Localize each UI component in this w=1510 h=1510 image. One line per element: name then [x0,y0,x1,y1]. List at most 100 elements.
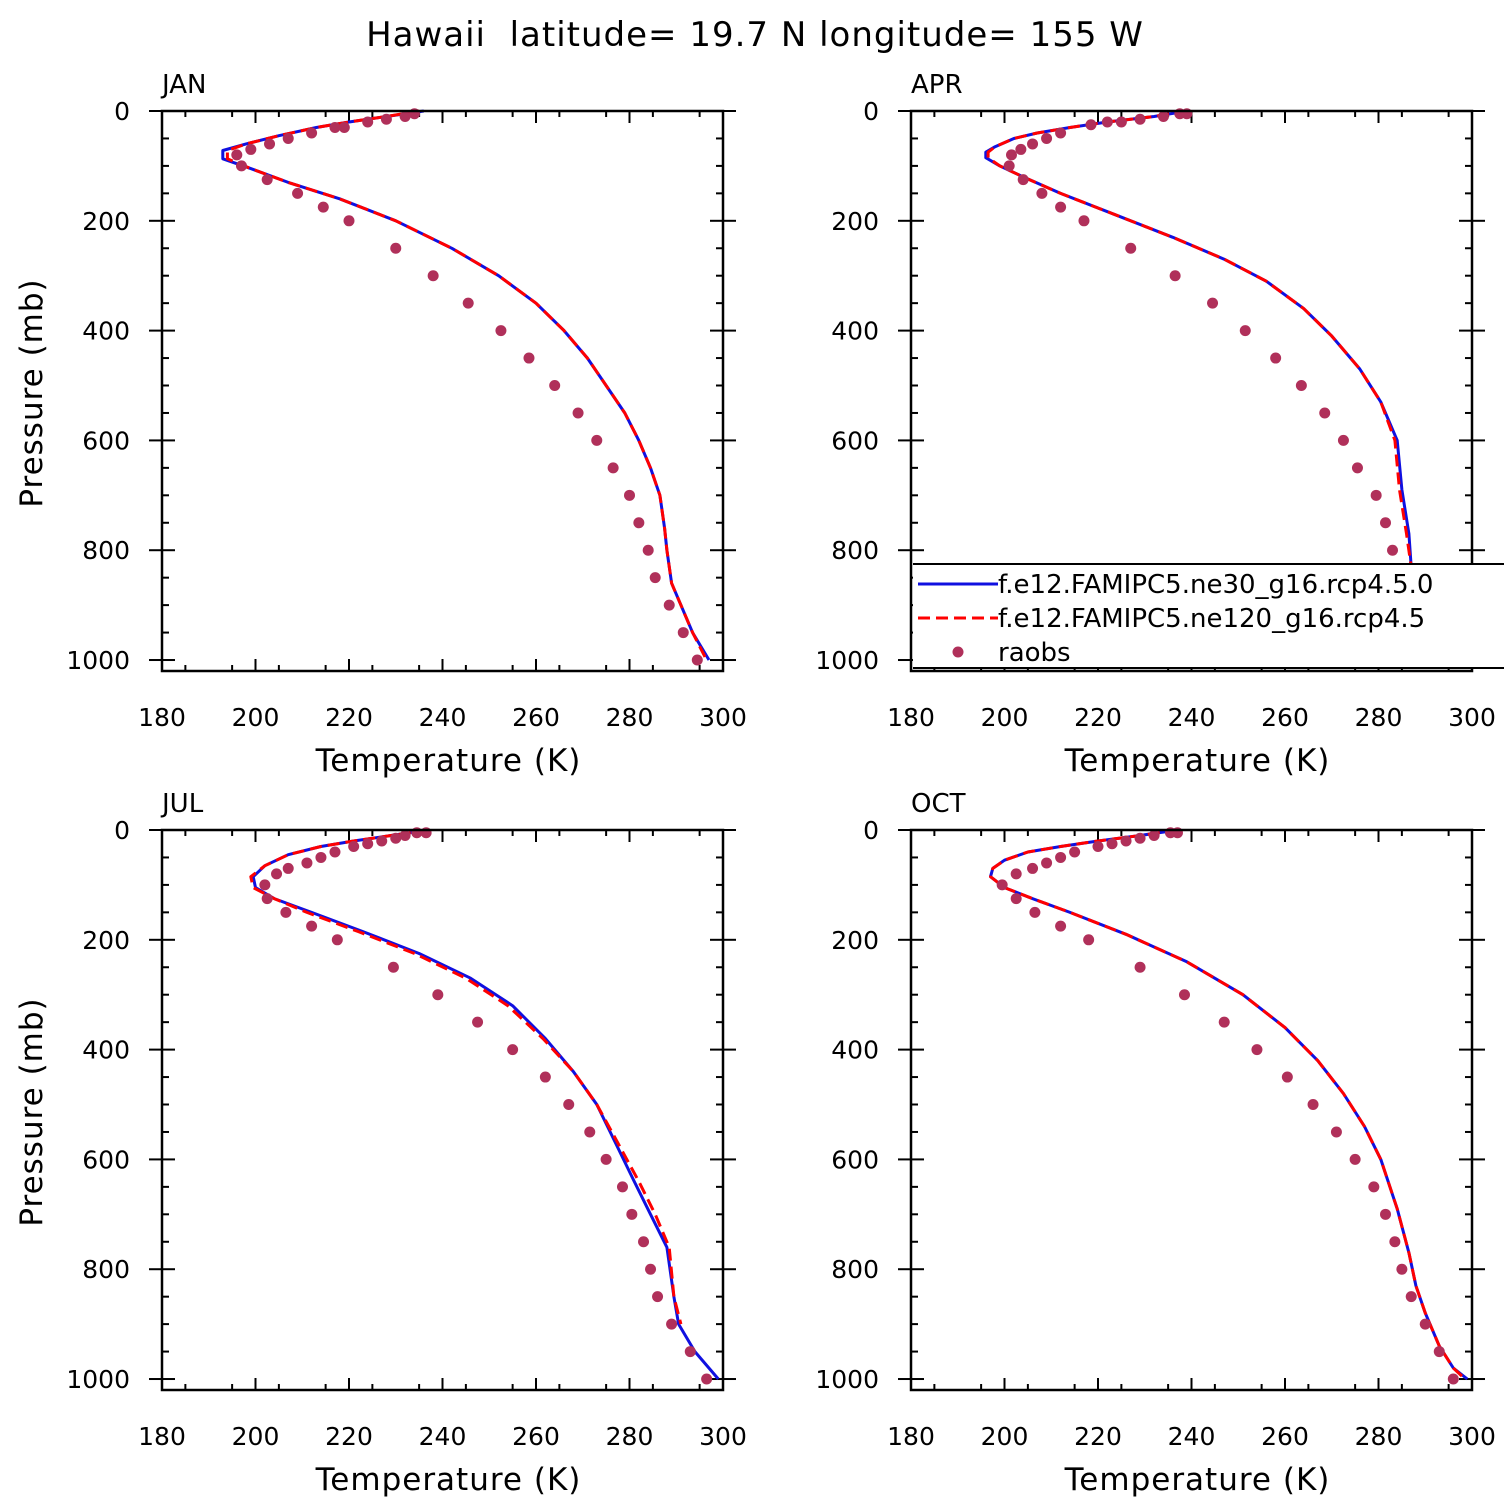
raobs-point [638,1236,650,1248]
raobs-point [306,920,318,932]
x-tick-label: 300 [1448,1422,1496,1451]
raobs-point [701,1373,713,1385]
raobs-point [572,407,584,419]
raobs-point [1006,149,1018,161]
x-tick-label: 240 [1168,1422,1216,1451]
y-tick-label: 1000 [66,1365,130,1394]
x-tick-label: 200 [232,1422,280,1451]
x-tick-label: 240 [419,703,467,732]
x-tick-label: 180 [887,1422,935,1451]
raobs-point [1029,906,1041,918]
raobs-point [616,1181,628,1193]
raobs-point [261,174,273,186]
raobs-point [1003,160,1015,172]
y-tick-label: 0 [863,816,879,845]
y-tick-label: 200 [831,207,879,236]
x-tick-label: 260 [512,1422,560,1451]
series-line-ne30 [989,828,1469,1381]
raobs-point [1387,544,1399,556]
y-tick-label: 0 [114,97,130,126]
series-line-ne30 [984,109,1460,661]
legend-background [913,564,1504,668]
y-tick-label: 800 [831,536,879,565]
panel-oct: OCT 180 200 220 240 260 280 300 0 200 400 600 800 100… [815,789,1495,1498]
raobs-point [691,654,703,666]
raobs-point [507,1044,519,1056]
legend-marker-raobs [952,646,964,658]
raobs-point [607,462,619,474]
raobs-point [315,851,327,863]
raobs-point [539,1071,551,1083]
x-axis-label: Temperature (K) [1064,743,1331,779]
raobs-point [432,989,444,1001]
raobs-point [1447,1373,1459,1385]
series-line-ne120 [989,828,1467,1381]
y-tick-label: 600 [831,426,879,455]
raobs-point [495,325,507,337]
x-tick-label: 180 [887,703,935,732]
raobs-point [376,835,388,847]
x-tick-label: 300 [1448,703,1496,732]
raobs-point [626,1208,638,1220]
raobs-point [1125,242,1137,254]
y-tick-label: 0 [114,816,130,845]
plot-frame [909,109,1474,673]
raobs-point [1380,517,1392,529]
y-tick-label: 1000 [815,1365,879,1394]
raobs-point [1115,116,1127,128]
raobs-point [1433,1346,1445,1358]
y-tick-label: 600 [82,1145,130,1174]
raobs-point [399,829,411,841]
raobs-point [1010,893,1022,905]
raobs-point [1389,1236,1401,1248]
raobs-point [591,434,603,446]
raobs-point [1055,920,1067,932]
raobs-point [1218,1016,1230,1028]
x-tick-label: 220 [1074,703,1122,732]
raobs-point [264,138,276,150]
raobs-point [1330,1126,1342,1138]
panel-label: OCT [911,789,966,819]
x-tick-label: 260 [1261,703,1309,732]
raobs-point [231,149,243,161]
raobs-point [645,1263,657,1275]
raobs-point [399,110,411,122]
x-tick-label: 260 [512,703,560,732]
x-tick-label: 200 [981,1422,1029,1451]
y-tick-label: 200 [82,926,130,955]
raobs-point [1015,143,1027,155]
raobs-point [362,116,374,128]
raobs-point [1010,868,1022,880]
x-tick-label: 280 [606,703,654,732]
x-tick-label: 220 [325,1422,373,1451]
raobs-point [390,832,402,844]
panel-label: JAN [160,70,206,100]
raobs-point [261,893,273,905]
raobs-point [282,862,294,874]
raobs-point [1148,829,1160,841]
raobs-point [1027,862,1039,874]
series-line-ne120 [986,109,1457,661]
y-tick-label: 1000 [815,646,879,675]
y-tick-label: 400 [82,1036,130,1065]
x-tick-label: 300 [699,703,747,732]
plot-frame [160,109,725,673]
raobs-point [1134,113,1146,125]
raobs-point [1085,119,1097,131]
series-line-ne120 [225,109,708,661]
x-tick-label: 280 [606,1422,654,1451]
raobs-point [1307,1099,1319,1111]
raobs-point [1251,1044,1263,1056]
raobs-point [390,242,402,254]
raobs-point [1041,132,1053,144]
raobs-point [462,297,474,309]
raobs-point [1270,352,1282,364]
y-axis-label: Pressure (mb) [14,997,50,1226]
raobs-point [329,846,341,858]
raobs-point [280,906,292,918]
raobs-point [1041,857,1053,869]
raobs-point [549,380,561,392]
raobs-point [523,352,535,364]
raobs-point [1349,1153,1361,1165]
